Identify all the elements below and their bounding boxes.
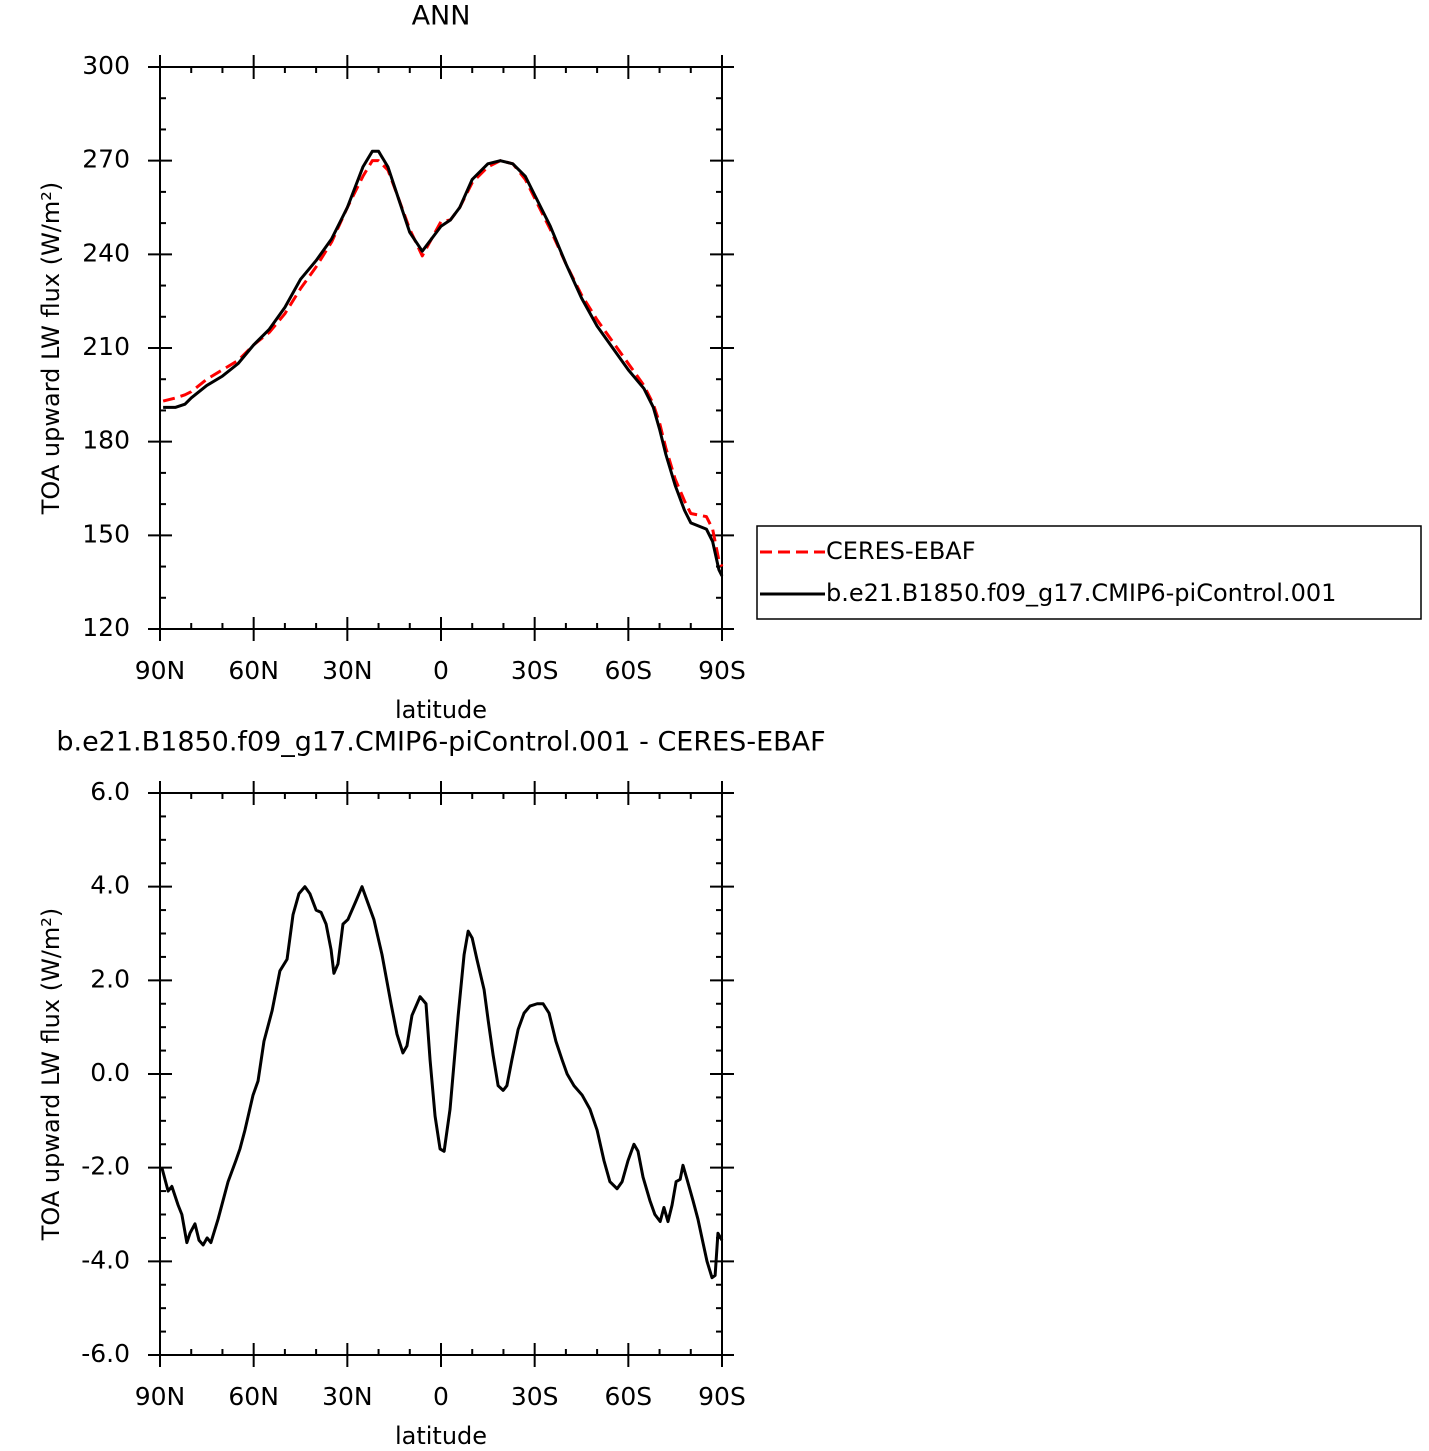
y-tick-label: 180	[82, 426, 130, 455]
legend: CERES-EBAF b.e21.B1850.f09_g17.CMIP6-piCo…	[756, 525, 1422, 620]
legend-label: CERES-EBAF	[826, 537, 976, 565]
x-tick-label: 30N	[322, 1382, 373, 1411]
chart-title: b.e21.B1850.f09_g17.CMIP6-piControl.001 …	[56, 727, 825, 758]
y-tick-label: 2.0	[90, 964, 130, 993]
plot-frame	[159, 66, 723, 630]
x-tick-label: 30N	[322, 656, 373, 685]
plot-frame	[159, 792, 723, 1356]
y-tick-label: 150	[82, 519, 130, 548]
x-tick-label: 90N	[135, 1382, 186, 1411]
x-tick-label: 60N	[228, 1382, 279, 1411]
x-tick-label: 90N	[135, 656, 186, 685]
y-tick-label: -4.0	[81, 1245, 130, 1274]
x-tick-label: 0	[433, 656, 449, 685]
y-tick-label: 240	[82, 238, 130, 267]
x-axis-label: latitude	[395, 696, 487, 724]
x-tick-label: 30S	[511, 656, 559, 685]
x-tick-label: 90S	[698, 1382, 746, 1411]
line-series	[163, 149, 724, 577]
legend-label: b.e21.B1850.f09_g17.CMIP6-piControl.001	[826, 579, 1336, 607]
panel: ANN latitude TOA upward LW flux (W/m²) 120 1…	[37, 1, 1422, 724]
line-series	[160, 885, 724, 1280]
y-tick-label: -2.0	[81, 1152, 130, 1181]
y-tick-label: 210	[82, 332, 130, 361]
y-tick-label: 300	[82, 51, 130, 80]
y-tick-label: -6.0	[81, 1339, 130, 1368]
x-tick-label: 60S	[604, 656, 652, 685]
x-tick-label: 30S	[511, 1382, 559, 1411]
x-tick-label: 60S	[604, 1382, 652, 1411]
y-axis-label: TOA upward LW flux (W/m²)	[37, 182, 65, 516]
x-tick-label: 0	[433, 1382, 449, 1411]
chart-title: ANN	[412, 1, 471, 32]
line-series	[162, 159, 724, 568]
y-axis-label: TOA upward LW flux (W/m²)	[37, 908, 65, 1242]
y-tick-label: 270	[82, 145, 130, 174]
x-tick-label: 60N	[228, 656, 279, 685]
x-tick-label: 90S	[698, 656, 746, 685]
x-axis-label: latitude	[395, 1422, 487, 1450]
y-tick-label: 6.0	[90, 777, 130, 806]
y-tick-label: 0.0	[90, 1058, 130, 1087]
panel: b.e21.B1850.f09_g17.CMIP6-piControl.001 …	[37, 727, 826, 1451]
y-tick-label: 120	[82, 613, 130, 642]
legend-box	[756, 525, 1422, 620]
y-tick-label: 4.0	[90, 871, 130, 900]
